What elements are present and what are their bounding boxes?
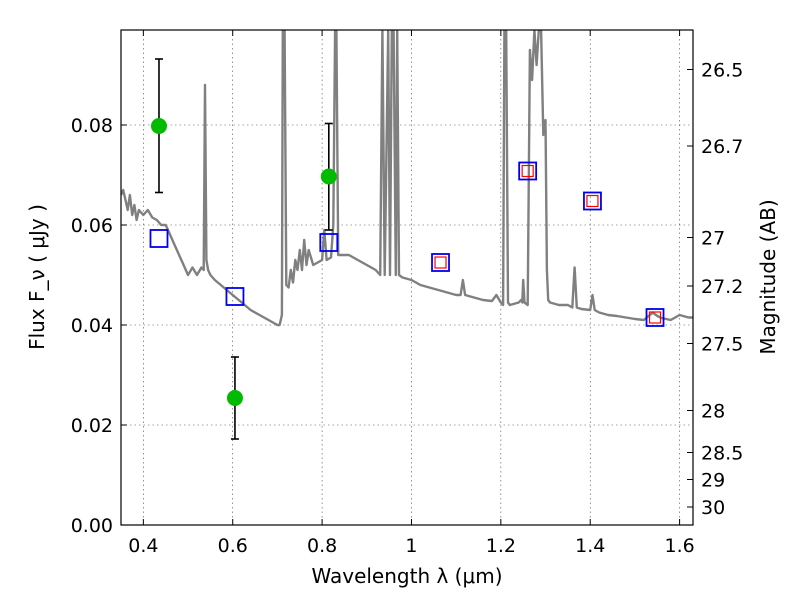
- observed-flux-point: [226, 390, 243, 406]
- right-tick-label: 26.5: [701, 60, 743, 82]
- right-tick-label: 27.2: [701, 276, 743, 298]
- model-flux-square: [431, 253, 450, 272]
- y-tick-label: 0.04: [71, 315, 113, 337]
- right-tick-label: 28: [701, 401, 725, 423]
- ticks: 0.4 0.6 0.8 1 1.2 1.4 1.6 0.00 0.02 0.04 0.06 0.08 2…: [71, 30, 743, 557]
- right-axis-label: Magnitude (AB): [756, 199, 780, 354]
- model-flux-square: [225, 287, 245, 306]
- ir-flux-square: [586, 194, 599, 208]
- right-tick-label: 27: [701, 228, 725, 250]
- x-tick-label: 0.6: [218, 535, 248, 557]
- model-flux-square: [583, 191, 602, 211]
- right-tick-label: 29: [701, 470, 725, 492]
- ir-flux-square: [434, 256, 447, 269]
- y-tick-label: 0.00: [71, 515, 113, 537]
- model-flux-square: [149, 229, 169, 248]
- sed-model-line: [121, 30, 693, 327]
- series-layer: [121, 30, 693, 327]
- y-axis-label: Flux F_ν ( μJy ): [25, 204, 49, 350]
- x-tick-label: 1.2: [486, 535, 516, 557]
- observed-flux-point: [320, 168, 337, 185]
- ir-flux-square: [648, 311, 662, 324]
- right-tick-label: 27.5: [701, 334, 743, 356]
- x-tick-label: 0.8: [307, 535, 337, 557]
- grid: [121, 30, 693, 525]
- y-tick-label: 0.02: [71, 415, 113, 437]
- x-tick-label: 0.4: [128, 535, 158, 557]
- model-flux-square: [645, 308, 665, 327]
- x-tick-label: 1.4: [575, 535, 605, 557]
- observed-flux-point: [150, 118, 167, 134]
- right-tick-label: 28.5: [701, 443, 743, 465]
- right-tick-label: 26.7: [701, 136, 743, 158]
- model-flux-square: [518, 161, 538, 181]
- y-tick-label: 0.06: [71, 215, 113, 237]
- right-tick-label: 30: [701, 497, 725, 519]
- marker-layer: [149, 58, 665, 440]
- model-flux-square: [319, 233, 339, 252]
- x-tick-label: 1.6: [664, 535, 694, 557]
- ir-flux-square: [521, 164, 534, 178]
- plot-frame: [120, 29, 694, 526]
- x-axis-label: Wavelength λ (μm): [311, 564, 502, 588]
- x-tick-label: 1: [405, 535, 417, 557]
- y-tick-label: 0.08: [71, 115, 113, 137]
